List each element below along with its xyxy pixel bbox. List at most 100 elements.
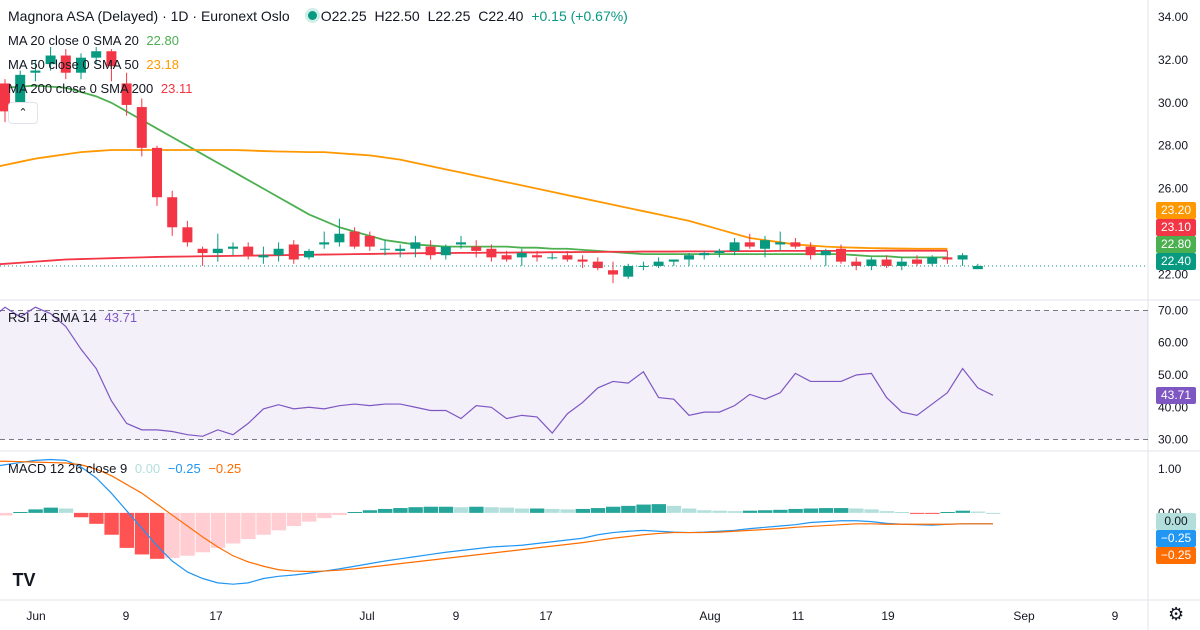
macd-histogram-bar (712, 510, 727, 513)
macd-signal-tag: −0.25 (1156, 547, 1196, 564)
candle-body (486, 248, 497, 258)
candle-body (364, 235, 375, 247)
candle-body (167, 197, 178, 228)
macd-histogram-bar (454, 507, 469, 513)
candle-body (136, 107, 147, 148)
macd-histogram-bar (180, 512, 195, 556)
candle-body (927, 257, 938, 264)
macd-histogram-bar (910, 512, 925, 514)
ma200-line (0, 249, 948, 266)
candle-body (471, 246, 482, 251)
candle-body (532, 255, 542, 258)
settings-gear-icon[interactable]: ⚙ (1168, 604, 1185, 624)
symbol-title[interactable]: Magnora ASA (Delayed) · 1D · Euronext Os… (8, 8, 290, 24)
candle-body (714, 250, 725, 254)
candle-body (288, 244, 299, 260)
legend-ma20-label: MA 20 close 0 SMA 20 (8, 33, 139, 48)
macd-histogram-bar (256, 512, 271, 535)
macd-histogram-bar (803, 508, 818, 513)
candle-body (760, 240, 770, 249)
ohlc-high: H22.50 (374, 8, 420, 24)
macd-histogram-bar (484, 507, 499, 513)
macd-histogram-bar (317, 512, 332, 519)
legend-ma20[interactable]: MA 20 close 0 SMA 20 22.80 (8, 33, 183, 48)
price-tag-last: 22.40 (1156, 253, 1196, 270)
candle-body (866, 259, 877, 266)
candle-body (851, 261, 862, 266)
candle-body (805, 246, 816, 256)
rsi-band-fill (0, 310, 1148, 440)
macd-histogram-bar (986, 512, 1001, 514)
macd-histogram-bar (636, 504, 651, 513)
macd-histogram-bar (621, 505, 636, 513)
macd-histogram-bar (499, 507, 514, 513)
ohlc-change: +0.15 (+0.67%) (531, 8, 628, 24)
macd-histogram-bar (271, 512, 286, 531)
time-axis-label: Jun (26, 609, 45, 623)
legend-rsi-value: 43.71 (104, 310, 138, 325)
candle-body (836, 248, 846, 262)
price-tick-label: 34.00 (1158, 10, 1188, 24)
price-tick-label: 30.00 (1158, 96, 1188, 110)
candle-body (456, 242, 466, 245)
macd-histogram-bar (864, 509, 879, 513)
time-axis-label: 17 (209, 609, 223, 623)
candle-body (334, 233, 345, 243)
legend-ma50-value: 23.18 (146, 57, 179, 72)
macd-histogram-bar (378, 508, 393, 513)
rsi-tick-label: 60.00 (1158, 336, 1188, 350)
macd-histogram-bar (940, 512, 955, 513)
candle-body (896, 261, 907, 266)
legend-rsi-label: RSI 14 SMA 14 (8, 310, 97, 325)
price-tag-ma20: 22.80 (1156, 236, 1196, 253)
macd-histogram-bar (575, 508, 590, 513)
legend-ma50-label: MA 50 close 0 SMA 50 (8, 57, 139, 72)
macd-histogram-bar (134, 512, 150, 555)
price-tick-label: 22.00 (1158, 268, 1188, 282)
legend-ma200[interactable]: MA 200 close 0 SMA 200 23.11 (8, 81, 196, 96)
macd-histogram-bar (925, 512, 940, 514)
macd-histogram-bar (13, 512, 28, 513)
macd-histogram-bar (332, 512, 347, 516)
header-row: Magnora ASA (Delayed) · 1D · Euronext Os… (8, 8, 632, 24)
tradingview-logo: TV (8, 566, 40, 594)
price-tag-ma50: 23.20 (1156, 202, 1196, 219)
macd-histogram-bar (362, 510, 378, 513)
macd-histogram-bar (302, 512, 317, 522)
macd-histogram-bar (469, 506, 484, 513)
candle-body (638, 265, 649, 267)
legend-rsi[interactable]: RSI 14 SMA 14 43.71 (8, 310, 141, 325)
rsi-line (0, 306, 994, 437)
candle-body (729, 242, 740, 251)
macd-histogram-bar (788, 508, 803, 513)
legend-macd-hist: 0.00 (134, 461, 161, 476)
candle-body (653, 261, 664, 266)
candle-body (790, 242, 801, 247)
macd-histogram-bar (758, 510, 773, 513)
candle-body (319, 242, 330, 245)
macd-histogram-bar (423, 506, 438, 513)
market-status-dot (307, 11, 317, 20)
candle-body (15, 74, 26, 103)
macd-histogram-bar (879, 511, 894, 513)
price-tick-label: 32.00 (1158, 53, 1188, 67)
macd-histogram-bar (742, 510, 758, 513)
legend-macd[interactable]: MACD 12 26 close 9 0.00 −0.25 −0.25 (8, 461, 245, 476)
candle-body (349, 231, 360, 247)
candle-body (273, 248, 284, 256)
macd-histogram-bar (545, 508, 560, 513)
collapse-legend-button[interactable]: ⌃ (8, 102, 38, 124)
candle-body (106, 51, 117, 67)
candle-body (91, 51, 102, 58)
macd-histogram-bar (0, 512, 13, 516)
macd-histogram-bar (150, 512, 165, 559)
legend-ma50[interactable]: MA 50 close 0 SMA 50 23.18 (8, 57, 183, 72)
legend-macd-macd: −0.25 (167, 461, 201, 476)
price-tag-ma200: 23.10 (1156, 219, 1196, 236)
macd-histogram-bar (590, 508, 606, 513)
candle-body (380, 248, 390, 250)
macd-histogram-bar (58, 508, 74, 513)
time-axis-label: 9 (123, 609, 130, 623)
